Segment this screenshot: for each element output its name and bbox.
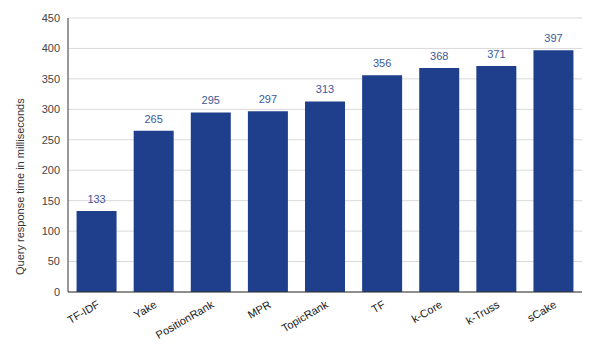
svg-text:265: 265 <box>144 113 162 125</box>
svg-text:50: 50 <box>48 255 60 267</box>
svg-text:400: 400 <box>42 42 60 54</box>
svg-text:MPR: MPR <box>246 298 273 321</box>
svg-text:133: 133 <box>87 193 105 205</box>
svg-text:297: 297 <box>259 93 277 105</box>
svg-text:250: 250 <box>42 134 60 146</box>
svg-text:k-Core: k-Core <box>410 298 445 325</box>
svg-text:313: 313 <box>316 83 334 95</box>
svg-text:150: 150 <box>42 195 60 207</box>
svg-text:TF: TF <box>369 298 387 315</box>
svg-text:200: 200 <box>42 164 60 176</box>
svg-text:350: 350 <box>42 73 60 85</box>
svg-text:368: 368 <box>430 50 448 62</box>
svg-text:0: 0 <box>54 286 60 298</box>
svg-text:k-Truss: k-Truss <box>464 298 502 327</box>
svg-text:Yake: Yake <box>132 298 159 321</box>
svg-text:sCake: sCake <box>525 298 558 324</box>
svg-text:100: 100 <box>42 225 60 237</box>
svg-text:356: 356 <box>373 57 391 69</box>
svg-text:300: 300 <box>42 103 60 115</box>
svg-text:PositionRank: PositionRank <box>154 298 217 341</box>
svg-text:TF-IDF: TF-IDF <box>65 298 101 326</box>
svg-text:Query response time in millise: Query response time in milliseconds <box>14 98 26 275</box>
svg-text:295: 295 <box>202 94 220 106</box>
svg-text:450: 450 <box>42 12 60 24</box>
svg-text:371: 371 <box>487 48 505 60</box>
svg-text:TopicRank: TopicRank <box>279 298 330 334</box>
svg-text:397: 397 <box>544 32 562 44</box>
